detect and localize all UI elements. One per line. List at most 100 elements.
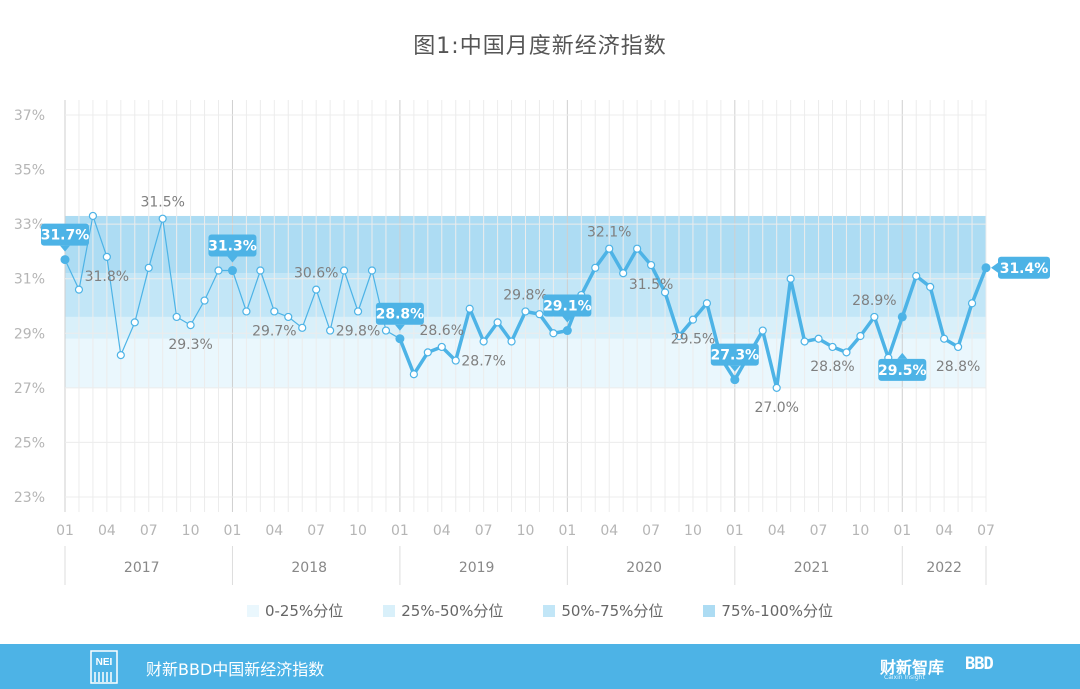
data-point [953,342,963,352]
data-label: 29.7% [252,323,296,339]
x-tick-label: 04 [98,523,116,539]
data-point [353,307,363,316]
legend-item: 0-25%分位 [246,600,344,621]
data-point [298,323,307,332]
data-label: 31.5% [629,277,673,293]
data-point [395,334,405,344]
legend-item: 50%-75%分位 [543,600,663,621]
data-point [562,326,572,336]
data-point [270,307,279,316]
data-point [423,348,432,357]
legend: 0-25%分位 25%-50%分位 50%-75%分位 75%-100%分位 [0,600,1080,621]
logo-text: NEI [96,657,113,668]
data-label: 28.6% [420,323,464,339]
legend-swatch [543,604,556,617]
callout-text: 29.5% [878,363,927,379]
data-point [339,266,349,275]
callout: 31.7% [41,223,89,252]
data-point [633,244,642,253]
legend-item: 25%-50%分位 [383,600,503,621]
callout: 29.5% [878,352,927,381]
data-point [535,310,544,319]
data-point [549,329,558,338]
data-label: 32.1% [587,225,631,241]
data-point [591,263,600,272]
data-point [800,337,809,346]
x-tick-label: 10 [182,523,200,539]
x-tick-label: 01 [224,523,242,539]
x-tick-label: 07 [977,523,995,539]
legend-label: 50%-75%分位 [561,602,664,620]
year-label: 2019 [459,560,495,576]
data-point [116,351,125,360]
x-tick-label: 01 [391,523,409,539]
footer-label: 财新BBD中国新经济指数 [146,660,325,679]
callout-pointer [562,316,573,323]
legend-swatch [703,604,716,617]
data-point [674,331,684,341]
data-point [60,255,70,265]
data-label: 29.8% [503,287,547,303]
callout-pointer [227,256,238,263]
x-tick-label: 04 [935,523,953,539]
y-tick-label: 27% [14,381,45,397]
callout: 31.3% [208,234,257,263]
x-tick-label: 04 [265,523,283,539]
year-label: 2022 [926,560,962,576]
data-point [227,266,237,276]
legend-item: 75%-100%分位 [703,600,833,621]
y-tick-label: 37% [14,108,45,124]
y-tick-label: 31% [14,272,45,288]
data-point [158,214,167,223]
series-line [60,211,991,392]
line-chart: 37% 35% 33% 31% 29% 27% 25% 23% 01 04 07 10 01 04 07 10… [14,100,1050,585]
y-tick-label: 29% [14,326,45,342]
callout-pointer [897,352,908,359]
data-point [772,383,781,392]
data-label: 29.5% [671,332,715,348]
callout: 31.4% [991,256,1050,279]
legend-label: 0-25%分位 [264,602,344,620]
callout-text: 31.4% [1000,261,1049,277]
data-point [200,296,209,305]
x-tick-label: 01 [56,523,74,539]
callout-box [878,358,927,381]
data-label: 31.8% [85,269,129,285]
data-point [144,263,153,272]
callout-pointer [394,324,405,331]
year-label: 2020 [626,560,662,576]
data-point [88,211,98,221]
data-point [507,337,516,346]
data-point [967,299,977,308]
data-point [493,318,502,327]
x-tick-label: 10 [517,523,535,539]
callout-box [375,302,424,325]
callout-pointer [729,365,740,372]
data-point [912,271,921,281]
legend-swatch [383,604,396,617]
data-label: 28.9% [852,293,896,309]
x-tick-label: 04 [768,523,786,539]
data-point [214,266,223,275]
data-label: 28.7% [461,353,505,369]
data-point [479,337,488,346]
data-point [842,348,851,357]
legend-swatch [246,604,259,617]
callout-pointer [60,245,70,252]
year-label: 2017 [124,560,160,576]
bbd-logo: BBD [965,654,994,674]
chart-title: 图1:中国月度新经济指数 [413,34,667,59]
nei-logo-icon: NEI [90,650,118,684]
data-point [619,269,628,278]
data-point [451,356,460,365]
data-label: 30.6% [294,266,338,282]
x-tick-label: 10 [349,523,367,539]
data-point [312,285,321,294]
data-point [758,326,767,335]
caixin-insight-logo: 财新智库 [880,658,945,677]
data-point [367,266,377,275]
axes: 37% 35% 33% 31% 29% 27% 25% 23% 01 04 07 10 01 04 07 10… [14,108,995,585]
data-label: 29.8% [336,323,380,339]
data-point [926,282,935,291]
legend-label: 25%-50%分位 [401,602,504,620]
